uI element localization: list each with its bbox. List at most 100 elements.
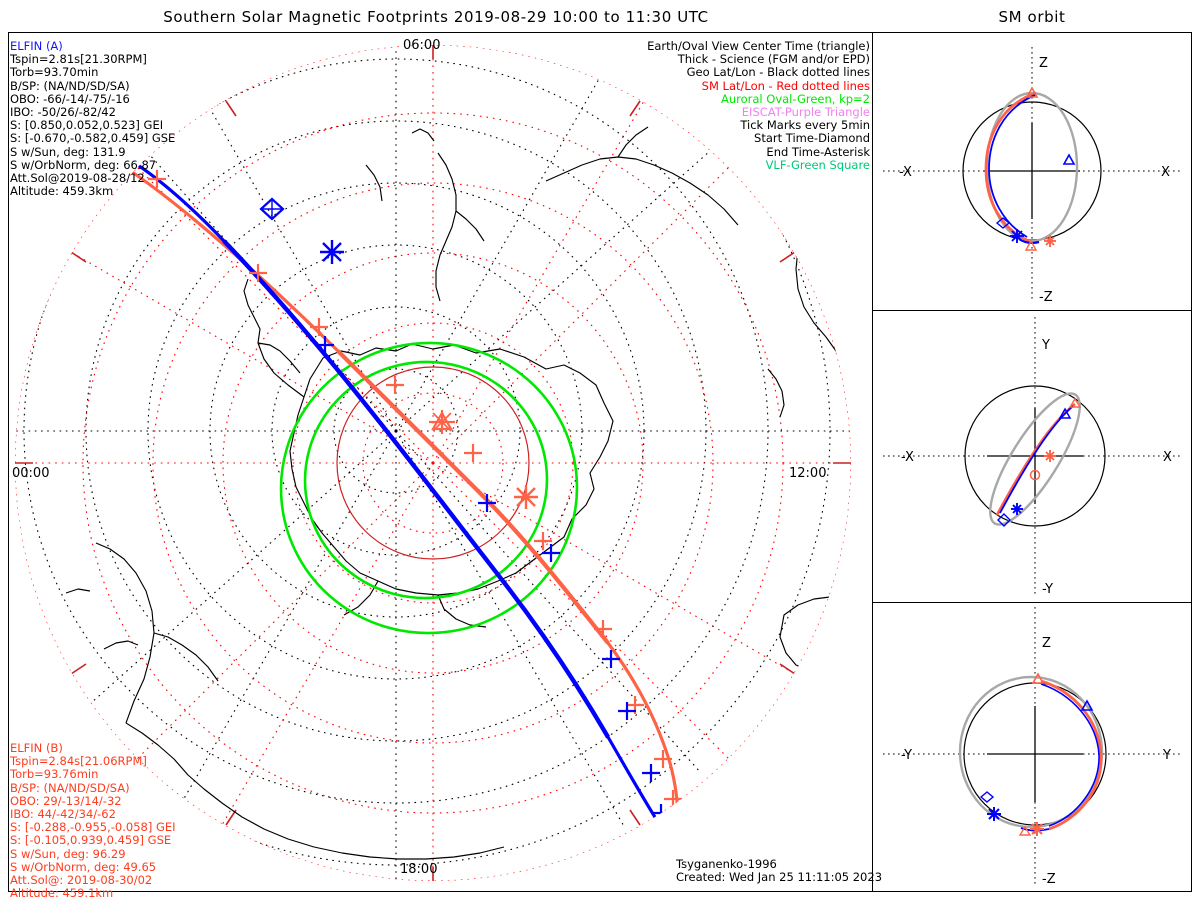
figure-frame (8, 32, 1192, 892)
xz-label-right: X (1161, 165, 1170, 180)
legend-thick-science: Thick - Science (FGM and/or EPD) (677, 52, 870, 67)
start-diamond-xy (997, 513, 1011, 527)
orbit-elfin-b-yz (1040, 679, 1103, 831)
elfin-b-tick-marks (72, 128, 686, 830)
mlt-label-0000: 00:00 (12, 466, 50, 481)
elfin-a-triangle-xz (1062, 153, 1076, 165)
xz-label-bottom: -Z (1039, 290, 1053, 305)
elfin-a-altitude: Altitude: 459.3km (10, 184, 114, 199)
asterisk-a-yz (987, 807, 1001, 821)
panel-divider-horizontal-2 (872, 602, 1192, 603)
center-triangle-yz (1031, 672, 1045, 684)
elfin-a-triangle-yz (1080, 699, 1094, 711)
orbit-ellipse-gray-xy (989, 392, 1081, 526)
asterisk-a-xy (1011, 503, 1023, 515)
elfin-a-science-segment (222, 239, 610, 739)
orbit-elfin-a-xz (988, 94, 1036, 238)
xy-label-left: -X (901, 450, 914, 465)
xy-label-right: X (1163, 450, 1172, 465)
elfin-b-obo: OBO: 29/-13/14/-32 (10, 793, 122, 808)
polar-map-panel (15, 45, 851, 881)
legend-geo-grid: Geo Lat/Lon - Black dotted lines (686, 65, 870, 80)
end-triangle-xz (1024, 239, 1038, 251)
asterisk-b-yz (1030, 822, 1044, 836)
elfin-b-track (79, 139, 680, 822)
elfin-a-tick-marks (104, 132, 670, 822)
elfin-a-track (85, 137, 662, 826)
legend-view-center: Earth/Oval View Center Time (triangle) (647, 39, 870, 53)
start-diamond-xz (995, 217, 1011, 229)
xz-label-left: -X (899, 165, 912, 180)
footer-model: Tsyganenko-1996 (676, 857, 777, 871)
xy-label-bottom: -Y (1042, 582, 1053, 597)
elfin-a-tspin: Tspin=2.81s[21.30RPM] (10, 52, 147, 67)
elfin-a-obo: OBO: -66/-14/-75/-16 (10, 91, 130, 106)
elfin-a-s-gei: S: [0.850,0.052,0.523] GEI (10, 118, 164, 133)
asterisk-b-xz (1044, 235, 1056, 247)
sm-orbit-yz-panel: -Y Y Z -Z (883, 607, 1181, 887)
elfin-b-s-gei: S: [-0.288,-0.955,-0.058] GEI (10, 820, 176, 835)
geo-grid (15, 45, 851, 881)
elfin-b-attsol: Att.Sol@: 2019-08-30/02 (10, 873, 153, 888)
elfin-b-ibo: IBO: 44/-42/34/-62 (10, 807, 116, 822)
yz-label-bottom: -Z (1042, 872, 1056, 887)
legend-sm-grid: SM Lat/Lon - Red dotted lines (701, 78, 870, 93)
start-time-diamond (259, 197, 285, 221)
coastlines (65, 126, 851, 860)
sm-orbit-title: SM orbit (998, 8, 1066, 26)
elfin-a-s-sun: S w/Sun, deg: 131.9 (10, 144, 126, 159)
asterisk-a-xz (1010, 229, 1024, 243)
elfin-a-torb: Torb=93.70min (10, 65, 99, 80)
map-legend: Earth/Oval View Center Time (triangle) T… (647, 39, 870, 172)
legend-auroral-oval: Auroral Oval-Green, kp=2 (720, 91, 870, 106)
elfin-b-altitude: Altitude: 459.1km (10, 886, 114, 900)
panel-divider-horizontal-1 (872, 310, 1192, 311)
elfin-a-attsol: Att.Sol@2019-08-28/12 (10, 171, 145, 186)
elfin-a-triangle-xy (1058, 407, 1072, 419)
yz-label-right: Y (1162, 748, 1171, 763)
start-diamond-yz (979, 791, 995, 803)
panel-divider-vertical (872, 32, 873, 892)
elfin-a-ibo: IBO: -50/26/-82/42 (10, 105, 116, 120)
legend-end-time: End Time-Asterisk (766, 144, 870, 159)
elfin-a-bsp: B/SP: (NA/ND/SD/SA) (10, 78, 130, 93)
elfin-b-tspin: Tspin=2.84s[21.06RPM] (10, 754, 147, 769)
legend-tick-marks: Tick Marks every 5min (740, 118, 870, 133)
yz-label-left: -Y (901, 748, 912, 763)
legend-start-time: Start Time-Diamond (754, 131, 870, 146)
view-center-triangle (429, 410, 455, 434)
center-marker-xy (1029, 469, 1041, 481)
elfin-b-bsp: B/SP: (NA/ND/SD/SA) (10, 780, 130, 795)
elfin-a-info-block: ELFIN (A) Tspin=2.81s[21.30RPM] Torb=93.… (10, 39, 176, 199)
end-time-asterisk-a (320, 240, 344, 264)
sm-orbit-xy-panel: -X X Y -Y (883, 317, 1181, 597)
footer-created: Created: Wed Jan 25 11:11:05 2023 (676, 870, 883, 885)
sm-grid (15, 45, 851, 881)
end-time-asterisk-b (514, 485, 538, 509)
xy-label-top: Y (1041, 338, 1050, 353)
mlt-label-1200: 12:00 (789, 466, 827, 481)
xz-label-top: Z (1039, 56, 1048, 71)
page-title: Southern Solar Magnetic Footprints 2019-… (163, 8, 709, 26)
center-triangle-xz (1025, 86, 1039, 98)
orbit-elfin-a-yz (1040, 683, 1100, 827)
mlt-label-1800: 18:00 (400, 862, 438, 877)
orbit-elfin-a-xy (999, 405, 1074, 514)
elfin-a-s-gse: S: [-0.670,-0.582,0.459] GSE (10, 131, 176, 146)
sm-orbit-xz-panel: -X X Z -Z (883, 47, 1181, 305)
elfin-b-info-block: ELFIN (B) Tspin=2.84s[21.06RPM] Torb=93.… (10, 741, 176, 900)
elfin-b-s-orbnorm: S w/OrbNorm, deg: 49.65 (10, 859, 157, 874)
elfin-a-name: ELFIN (A) (10, 39, 63, 53)
elfin-a-s-orbnorm: S w/OrbNorm, deg: 66.87 (10, 157, 157, 172)
mlt-label-0600: 06:00 (403, 38, 441, 53)
elfin-b-name: ELFIN (B) (10, 741, 63, 755)
earth-circle-xy (964, 385, 1106, 527)
auroral-oval (279, 341, 579, 635)
legend-vlf: VLF-Green Square (765, 157, 870, 172)
elfin-b-torb: Torb=93.76min (10, 767, 99, 782)
asterisk-b-xy (1044, 450, 1056, 462)
legend-eiscat: EISCAT-Purple Triangle (741, 105, 870, 120)
sm-inner-circle (336, 366, 530, 560)
footer-block: Tsyganenko-1996 Created: Wed Jan 25 11:1… (676, 857, 883, 885)
